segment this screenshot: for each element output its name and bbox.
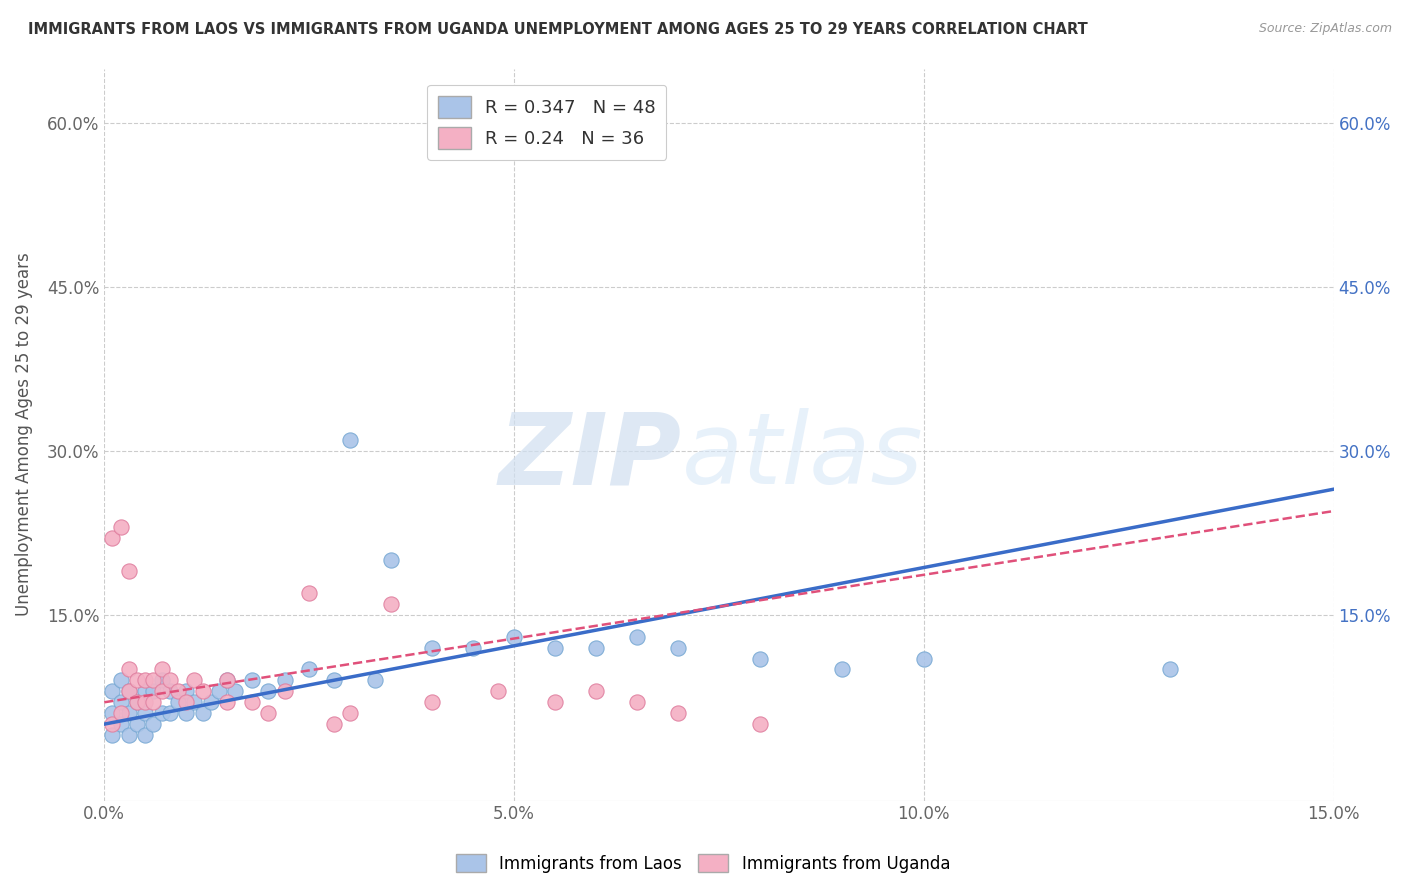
- Point: [257, 684, 280, 698]
- Point: [159, 673, 181, 688]
- Point: [101, 684, 124, 698]
- Point: [150, 684, 173, 698]
- Legend: R = 0.347   N = 48, R = 0.24   N = 36: R = 0.347 N = 48, R = 0.24 N = 36: [427, 85, 666, 160]
- Text: atlas: atlas: [682, 408, 924, 505]
- Point: [101, 717, 124, 731]
- Point: [118, 564, 141, 578]
- Point: [666, 706, 689, 721]
- Point: [486, 684, 509, 698]
- Text: IMMIGRANTS FROM LAOS VS IMMIGRANTS FROM UGANDA UNEMPLOYMENT AMONG AGES 25 TO 29 : IMMIGRANTS FROM LAOS VS IMMIGRANTS FROM …: [28, 22, 1088, 37]
- Point: [224, 684, 246, 698]
- Point: [380, 597, 402, 611]
- Point: [183, 695, 205, 709]
- Point: [298, 663, 321, 677]
- Y-axis label: Unemployment Among Ages 25 to 29 years: Unemployment Among Ages 25 to 29 years: [15, 252, 32, 616]
- Point: [159, 706, 181, 721]
- Point: [339, 706, 361, 721]
- Text: Source: ZipAtlas.com: Source: ZipAtlas.com: [1258, 22, 1392, 36]
- Text: ZIP: ZIP: [499, 408, 682, 505]
- Point: [142, 684, 165, 698]
- Point: [831, 663, 853, 677]
- Point: [125, 717, 148, 731]
- Point: [217, 673, 239, 688]
- Point: [626, 630, 648, 644]
- Point: [150, 663, 173, 677]
- Point: [118, 684, 141, 698]
- Point: [322, 673, 344, 688]
- Point: [101, 706, 124, 721]
- Point: [217, 695, 239, 709]
- Point: [503, 630, 526, 644]
- Point: [666, 640, 689, 655]
- Point: [167, 684, 190, 698]
- Point: [544, 695, 567, 709]
- Point: [167, 695, 190, 709]
- Point: [208, 684, 231, 698]
- Point: [125, 695, 148, 709]
- Point: [118, 706, 141, 721]
- Point: [420, 640, 443, 655]
- Point: [110, 717, 132, 731]
- Point: [322, 717, 344, 731]
- Point: [257, 706, 280, 721]
- Point: [150, 706, 173, 721]
- Point: [142, 695, 165, 709]
- Point: [420, 695, 443, 709]
- Point: [191, 684, 214, 698]
- Point: [134, 673, 156, 688]
- Point: [200, 695, 222, 709]
- Point: [748, 651, 770, 665]
- Point: [183, 673, 205, 688]
- Point: [174, 706, 197, 721]
- Point: [748, 717, 770, 731]
- Point: [110, 706, 132, 721]
- Point: [125, 673, 148, 688]
- Point: [159, 684, 181, 698]
- Point: [150, 673, 173, 688]
- Point: [273, 673, 295, 688]
- Point: [134, 695, 156, 709]
- Point: [298, 586, 321, 600]
- Point: [142, 717, 165, 731]
- Point: [273, 684, 295, 698]
- Point: [125, 695, 148, 709]
- Point: [174, 684, 197, 698]
- Point: [101, 728, 124, 742]
- Point: [191, 706, 214, 721]
- Point: [134, 728, 156, 742]
- Point: [118, 663, 141, 677]
- Point: [101, 532, 124, 546]
- Point: [626, 695, 648, 709]
- Point: [585, 640, 607, 655]
- Point: [142, 673, 165, 688]
- Point: [110, 520, 132, 534]
- Point: [339, 433, 361, 447]
- Point: [118, 728, 141, 742]
- Point: [240, 673, 263, 688]
- Point: [240, 695, 263, 709]
- Point: [110, 695, 132, 709]
- Point: [544, 640, 567, 655]
- Point: [110, 673, 132, 688]
- Point: [1159, 663, 1181, 677]
- Point: [217, 673, 239, 688]
- Point: [134, 706, 156, 721]
- Point: [118, 684, 141, 698]
- Point: [174, 695, 197, 709]
- Point: [380, 553, 402, 567]
- Legend: Immigrants from Laos, Immigrants from Uganda: Immigrants from Laos, Immigrants from Ug…: [449, 847, 957, 880]
- Point: [364, 673, 387, 688]
- Point: [912, 651, 935, 665]
- Point: [585, 684, 607, 698]
- Point: [134, 684, 156, 698]
- Point: [461, 640, 484, 655]
